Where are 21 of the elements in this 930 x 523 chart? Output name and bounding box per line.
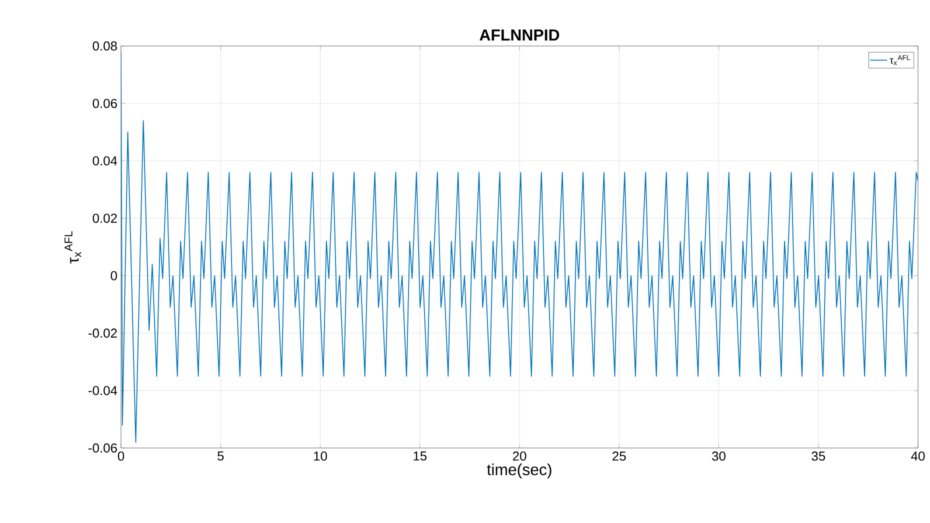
y-tick-label: 0.06 xyxy=(92,98,117,108)
y-tick-label: -0.06 xyxy=(88,443,117,453)
y-tick-label: 0.08 xyxy=(92,41,117,51)
y-tick-label: 0 xyxy=(110,271,117,280)
line-series xyxy=(121,51,918,443)
y-tick-label: 0.02 xyxy=(92,214,117,223)
x-tick-label: 15 xyxy=(414,452,427,461)
x-tick-label: 20 xyxy=(512,452,526,461)
y-tick-label: 0.04 xyxy=(92,156,118,166)
x-tick-label: 40 xyxy=(911,452,925,461)
x-axis-title: time(sec) xyxy=(486,464,552,478)
x-tick-label: 35 xyxy=(812,452,826,461)
x-tick-label: 25 xyxy=(612,452,626,461)
y-tick-label: -0.04 xyxy=(88,386,118,396)
chart-title: AFLNNPID xyxy=(480,30,560,40)
x-tick-label: 5 xyxy=(218,452,224,461)
y-axis-title: τ$_{x}$AFL xyxy=(64,231,82,264)
x-tick-label: 0 xyxy=(118,452,124,461)
x-tick-label: 30 xyxy=(712,452,726,461)
x-tick-label: 10 xyxy=(314,452,327,461)
y-tick-label: -0.02 xyxy=(88,328,117,338)
